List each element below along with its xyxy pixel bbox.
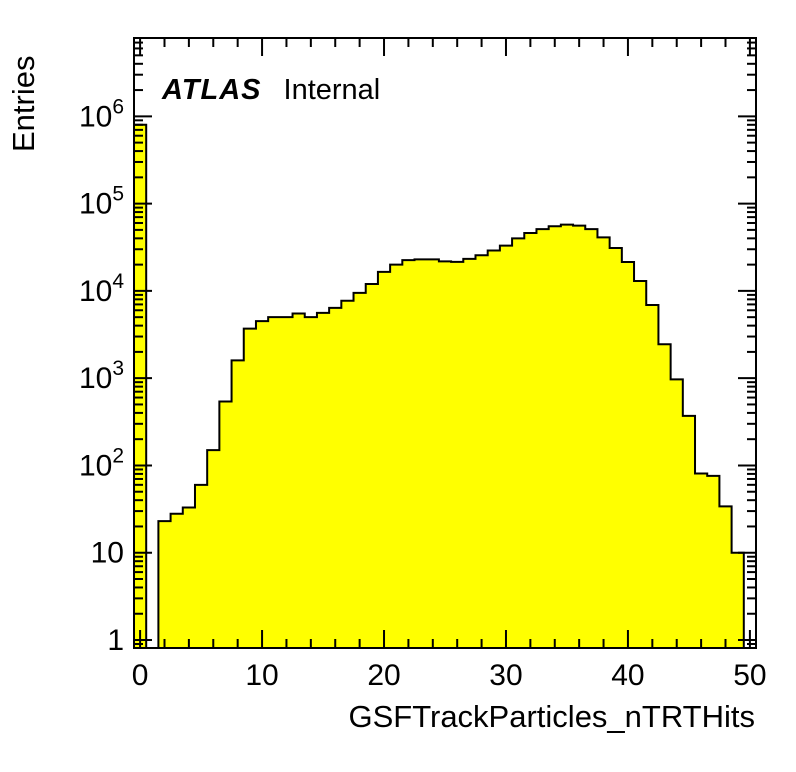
atlas-brand-text: ATLAS [162, 74, 262, 106]
x-tick-label: 40 [611, 659, 644, 692]
y-tick-label: 102 [79, 444, 124, 482]
plot-frame [133, 37, 757, 649]
histogram-outline [133, 123, 756, 649]
y-tick-label: 104 [79, 270, 124, 308]
histogram-fill [134, 124, 756, 649]
x-axis-title: GSFTrackParticles_nTRTHits [348, 699, 755, 734]
y-tick-label: 106 [79, 95, 124, 133]
x-tick-label: 0 [132, 659, 149, 692]
x-tick-label: 20 [367, 659, 400, 692]
y-tick-label: 105 [79, 183, 124, 221]
y-tick-label: 103 [79, 357, 124, 395]
y-tick-label: 10 [91, 537, 124, 570]
atlas-status-text: Internal [283, 74, 381, 106]
atlas-label: ATLAS Internal [162, 74, 380, 107]
x-tick-label: 10 [245, 659, 278, 692]
y-axis-title: Entries [6, 55, 41, 152]
y-tick-label: 1 [107, 624, 124, 657]
x-tick-label: 50 [733, 659, 766, 692]
x-tick-label: 30 [489, 659, 522, 692]
